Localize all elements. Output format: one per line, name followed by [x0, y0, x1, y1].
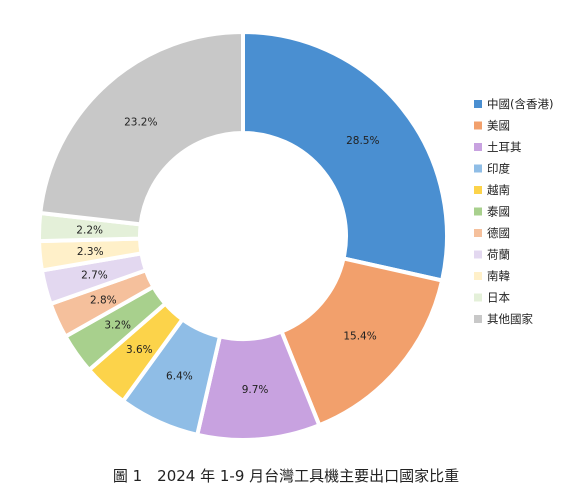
- slices-group: [37, 29, 449, 442]
- legend-label-6: 德國: [487, 226, 510, 240]
- legend-swatch-1: [474, 121, 482, 130]
- legend-label-3: 印度: [487, 162, 510, 176]
- slice-10: [38, 29, 245, 227]
- legend-swatch-7: [474, 250, 482, 259]
- legend-label-10: 其他國家: [487, 312, 533, 326]
- data-label-9: 2.2%: [76, 224, 103, 236]
- legend-swatch-3: [474, 164, 482, 173]
- data-label-2: 9.7%: [242, 384, 269, 396]
- legend-swatch-5: [474, 207, 482, 216]
- data-label-1: 15.4%: [343, 330, 376, 342]
- data-label-7: 2.7%: [81, 270, 108, 282]
- data-label-6: 2.8%: [90, 295, 117, 307]
- figure-caption: 圖 1 2024 年 1-9 月台灣工具機主要出口國家比重: [113, 467, 459, 485]
- data-labels-group: 28.5% 15.4% 9.7% 6.4% 3.6% 3.2% 2.8% 2.7% 2.3% 2.…: [76, 116, 379, 396]
- legend-label-0: 中國(含香港): [487, 97, 553, 111]
- data-label-4: 3.6%: [126, 344, 153, 356]
- legend-swatch-2: [474, 143, 482, 151]
- legend-label-7: 荷蘭: [487, 248, 510, 262]
- slice-0: [241, 29, 449, 283]
- legend-swatch-9: [474, 293, 482, 302]
- legend-swatch-10: [474, 315, 482, 323]
- legend-swatch-4: [474, 186, 482, 194]
- slice-1: [278, 256, 445, 428]
- data-label-8: 2.3%: [77, 246, 104, 258]
- legend-label-9: 日本: [487, 291, 510, 305]
- data-label-10: 23.2%: [124, 116, 157, 128]
- legend-label-5: 泰國: [487, 205, 510, 219]
- data-label-0: 28.5%: [346, 135, 379, 147]
- legend-label-1: 美國: [487, 119, 510, 133]
- legend-swatch-6: [474, 229, 482, 237]
- legend-label-4: 越南: [487, 183, 510, 197]
- legend-label-8: 南韓: [487, 269, 510, 283]
- data-label-5: 3.2%: [104, 320, 131, 332]
- legend-label-2: 土耳其: [487, 140, 522, 154]
- data-label-3: 6.4%: [166, 371, 193, 383]
- legend-swatch-8: [474, 272, 482, 280]
- legend-swatch-0: [474, 100, 482, 108]
